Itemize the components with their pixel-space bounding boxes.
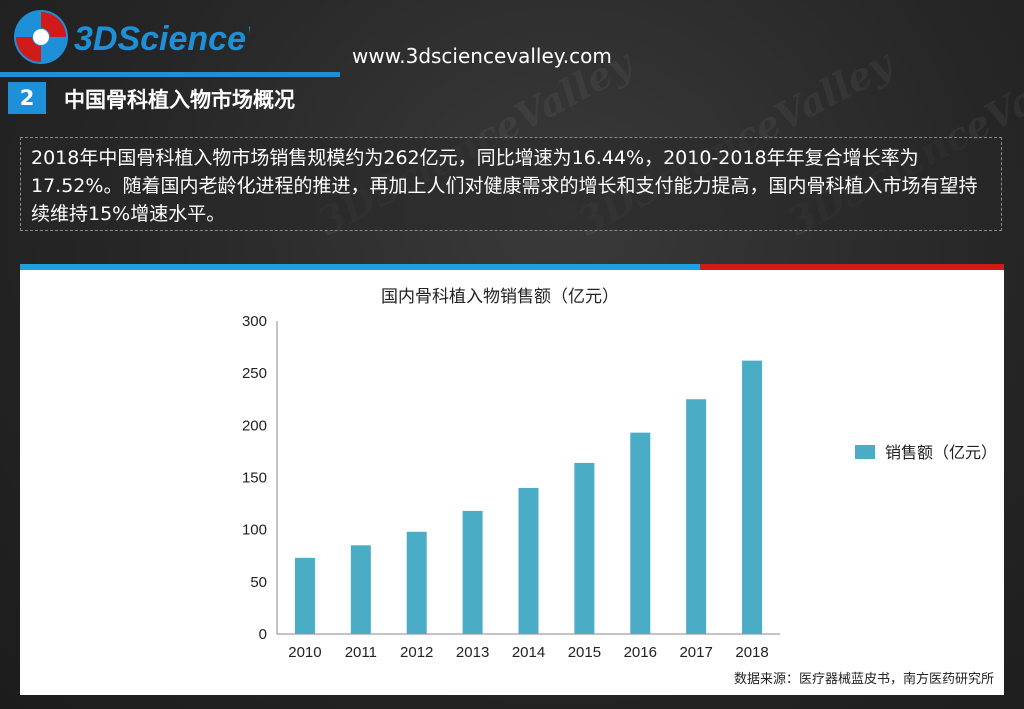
bar-2013 xyxy=(462,510,483,634)
x-tick-label: 2018 xyxy=(735,644,768,661)
x-tick-label: 2010 xyxy=(288,644,321,661)
bar-2018 xyxy=(742,360,763,634)
bar-2011 xyxy=(350,545,371,634)
y-tick-label: 150 xyxy=(242,470,267,487)
site-url: www.3dsciencevalley.com xyxy=(352,44,612,68)
legend-label: 销售额（亿元） xyxy=(885,444,997,462)
x-tick-label: 2013 xyxy=(456,644,489,661)
y-tick-label: 300 xyxy=(242,313,267,330)
logo: 3DScienceValley xyxy=(14,10,250,64)
x-tick-label: 2017 xyxy=(679,644,712,661)
chart-top-rule-blue xyxy=(20,264,700,270)
summary-box: 2018年中国骨科植入物市场销售规模约为262亿元，同比增速为16.44%，20… xyxy=(20,137,1002,231)
y-tick-label: 100 xyxy=(242,522,267,539)
bar-2017 xyxy=(686,399,707,634)
y-tick-label: 0 xyxy=(259,626,267,643)
bar-chart: 国内骨科植入物销售额（亿元） 0 50 100 150 200 250 300 2010 20… xyxy=(242,287,997,686)
x-tick-label: 2012 xyxy=(400,644,433,661)
bar-2014 xyxy=(518,487,539,634)
data-source: 数据来源：医疗器械蓝皮书，南方医药研究所 xyxy=(734,671,994,686)
section-number: 2 xyxy=(8,82,46,114)
y-tick-label: 50 xyxy=(250,574,267,591)
x-tick-label: 2015 xyxy=(568,644,601,661)
bar-2016 xyxy=(630,432,651,634)
logo-wordmark: 3DScienceValley xyxy=(74,20,250,58)
bar-2012 xyxy=(406,531,427,634)
section-title: 中国骨科植入物市场概况 xyxy=(64,88,295,112)
legend-swatch xyxy=(855,445,875,459)
x-tick-label: 2016 xyxy=(624,644,657,661)
header-divider xyxy=(0,72,340,77)
y-tick-label: 200 xyxy=(242,417,267,434)
chart-title: 国内骨科植入物销售额（亿元） xyxy=(381,287,619,306)
bar-2015 xyxy=(574,462,595,634)
x-tick-label: 2014 xyxy=(512,644,545,661)
x-tick-label: 2011 xyxy=(345,644,377,661)
bar-2010 xyxy=(294,557,315,634)
chart-top-rule-red xyxy=(700,264,1004,270)
chart-panel: 国内骨科植入物销售额（亿元） 0 50 100 150 200 250 300 2010 20… xyxy=(20,264,1004,695)
y-tick-label: 250 xyxy=(242,365,267,382)
